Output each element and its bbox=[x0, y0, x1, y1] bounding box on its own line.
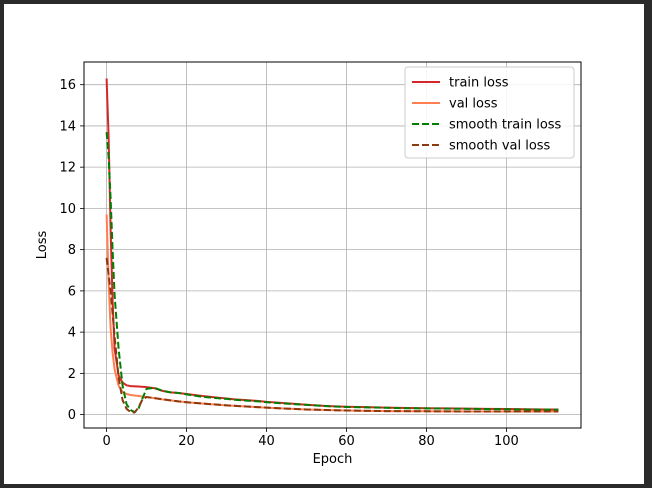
y-axis-label: Loss bbox=[35, 231, 50, 260]
x-tick-label: 100 bbox=[494, 434, 519, 449]
figure-window: 0 20 40 60 80 100 0 2 4 6 8 10 12 14 16 Epoch Loss tr… bbox=[4, 4, 644, 484]
series-line-2 bbox=[105, 132, 559, 414]
legend-label: smooth train loss bbox=[449, 118, 562, 133]
legend: train loss val loss smooth train loss smoot… bbox=[404, 66, 575, 159]
y-tick-label: 2 bbox=[68, 367, 76, 382]
y-tick-label: 0 bbox=[68, 408, 76, 423]
y-tick-label: 8 bbox=[68, 243, 76, 258]
y-tick-label: 4 bbox=[68, 326, 76, 341]
loss-chart: 0 20 40 60 80 100 0 2 4 6 8 10 12 14 16 Epoch Loss tr… bbox=[35, 61, 582, 467]
y-tick-label: 10 bbox=[59, 202, 76, 217]
legend-label: val loss bbox=[449, 97, 498, 112]
y-tick-label: 14 bbox=[59, 119, 76, 134]
series-line-1 bbox=[105, 214, 559, 413]
y-tick-label: 16 bbox=[59, 78, 76, 93]
x-tick-label: 0 bbox=[102, 434, 110, 449]
x-axis-label: Epoch bbox=[313, 452, 353, 467]
legend-label: train loss bbox=[449, 76, 509, 91]
x-tick-label: 40 bbox=[258, 434, 275, 449]
plot-frame bbox=[83, 61, 582, 429]
legend-label: smooth val loss bbox=[449, 139, 551, 154]
x-tick-label: 20 bbox=[178, 434, 195, 449]
legend-box bbox=[404, 66, 575, 159]
x-tick-label: 80 bbox=[418, 434, 435, 449]
y-axis-ticks: 0 2 4 6 8 10 12 14 16 bbox=[59, 78, 84, 423]
x-axis-ticks: 0 20 40 60 80 100 bbox=[102, 428, 519, 449]
y-tick-label: 12 bbox=[59, 161, 76, 176]
series-line-3 bbox=[105, 257, 559, 414]
watermark-text: CSDN @2301_80922753 bbox=[428, 460, 613, 478]
y-tick-label: 6 bbox=[68, 284, 76, 299]
series-lines bbox=[105, 78, 559, 414]
x-tick-label: 60 bbox=[338, 434, 355, 449]
